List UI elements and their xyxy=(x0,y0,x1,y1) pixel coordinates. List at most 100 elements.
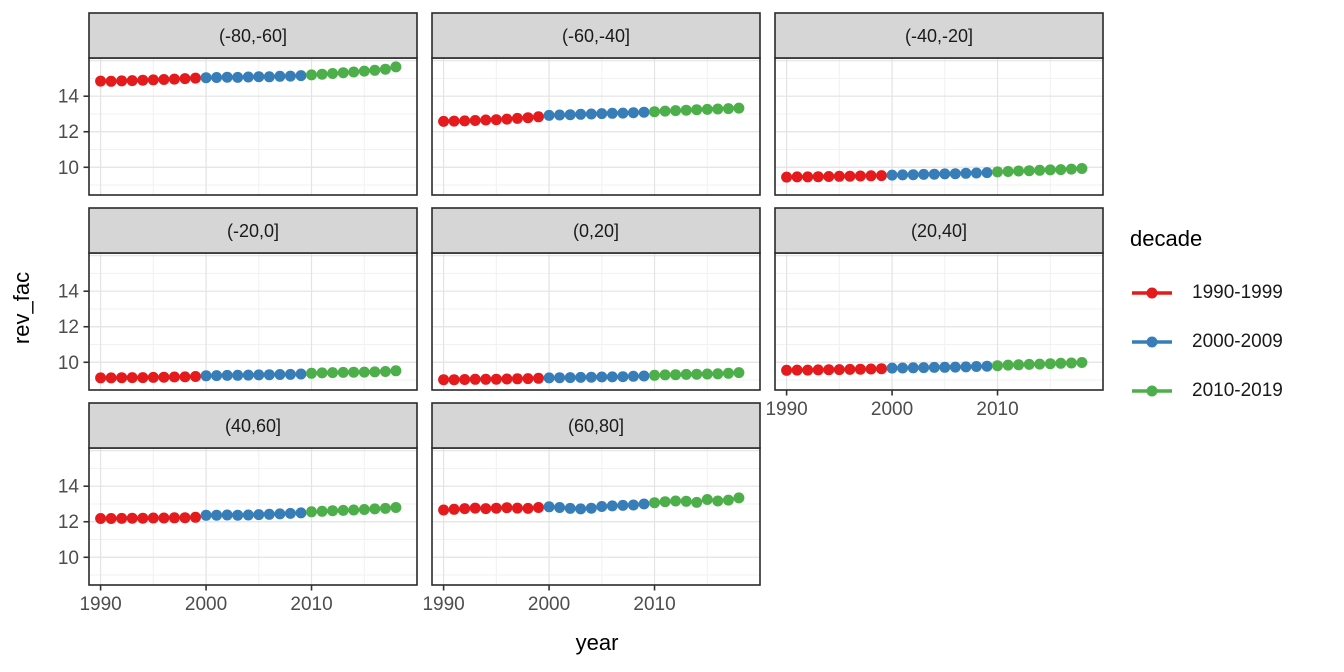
data-point-1990-1999 xyxy=(95,513,107,524)
data-point-2000-2009 xyxy=(221,369,233,381)
data-point-2010-2019 xyxy=(733,492,745,504)
data-point-1990-1999 xyxy=(511,112,523,124)
facet-strip-label: (-20,0] xyxy=(227,221,279,241)
data-point-1990-1999 xyxy=(105,513,117,524)
data-point-2010-2019 xyxy=(306,367,317,379)
data-point-2000-2009 xyxy=(263,71,275,83)
y-tick-label: 14 xyxy=(58,477,80,498)
data-point-1990-1999 xyxy=(522,502,534,514)
data-point-2000-2009 xyxy=(284,368,296,380)
data-point-2000-2009 xyxy=(606,107,618,119)
facet-(-20,0]: (-20,0] 10 12 14 xyxy=(58,207,418,391)
data-point-1990-1999 xyxy=(480,114,492,126)
data-point-1990-1999 xyxy=(781,364,793,376)
data-point-2000-2009 xyxy=(928,361,940,373)
data-point-1990-1999 xyxy=(190,72,201,84)
data-point-2010-2019 xyxy=(369,64,381,76)
facet-strip xyxy=(431,12,761,59)
data-point-2000-2009 xyxy=(960,361,972,373)
data-point-1990-1999 xyxy=(126,75,138,87)
data-point-1990-1999 xyxy=(469,115,481,126)
data-point-2010-2019 xyxy=(327,68,339,79)
x-tick-label: 1990 xyxy=(422,594,464,615)
data-point-2000-2009 xyxy=(564,502,576,514)
data-point-2000-2009 xyxy=(564,109,576,121)
data-point-2000-2009 xyxy=(274,369,286,380)
data-point-2010-2019 xyxy=(1076,357,1088,368)
data-point-2010-2019 xyxy=(733,102,745,114)
data-point-1990-1999 xyxy=(490,502,502,514)
data-point-2000-2009 xyxy=(596,371,608,383)
data-point-1990-1999 xyxy=(876,363,887,375)
data-point-1990-1999 xyxy=(844,170,856,182)
data-point-2000-2009 xyxy=(585,108,597,120)
data-point-2010-2019 xyxy=(1034,358,1046,370)
data-point-2010-2019 xyxy=(358,65,370,77)
data-point-2000-2009 xyxy=(939,168,951,180)
data-point-2010-2019 xyxy=(316,367,328,379)
data-point-2000-2009 xyxy=(295,368,307,380)
data-point-2000-2009 xyxy=(253,71,265,83)
legend-entries: 1990-1999 2000-2009 2010-2019 xyxy=(1130,282,1340,402)
data-point-2010-2019 xyxy=(1065,357,1077,369)
facet-(40,60]: (40,60] 10 12 14 1990 2000 2010 xyxy=(58,402,418,615)
data-point-2010-2019 xyxy=(659,496,671,508)
data-point-2000-2009 xyxy=(284,507,296,519)
x-tick-label: 2000 xyxy=(528,594,570,615)
data-point-1990-1999 xyxy=(833,364,845,376)
data-point-2000-2009 xyxy=(211,72,223,83)
data-point-2010-2019 xyxy=(722,367,734,379)
data-point-2010-2019 xyxy=(1034,164,1046,176)
legend-entry-label: 2000-2009 xyxy=(1192,331,1283,352)
data-point-2010-2019 xyxy=(1013,165,1025,177)
facet-strip xyxy=(88,207,418,254)
data-point-1990-1999 xyxy=(511,502,523,514)
data-point-2010-2019 xyxy=(327,505,339,517)
legend-key-icon xyxy=(1132,336,1172,348)
data-point-1990-1999 xyxy=(438,504,450,516)
data-point-2010-2019 xyxy=(379,63,391,75)
data-point-2000-2009 xyxy=(638,498,650,510)
data-point-2000-2009 xyxy=(575,503,587,515)
facet-strip xyxy=(774,207,1104,254)
data-point-2000-2009 xyxy=(242,71,254,83)
data-point-2010-2019 xyxy=(1013,359,1025,371)
data-point-2010-2019 xyxy=(680,104,692,116)
data-point-2000-2009 xyxy=(253,509,265,521)
data-point-1990-1999 xyxy=(168,371,180,383)
data-point-1990-1999 xyxy=(147,512,159,524)
data-point-2000-2009 xyxy=(242,509,254,521)
data-point-2010-2019 xyxy=(337,504,349,516)
data-point-2010-2019 xyxy=(379,502,391,514)
data-point-2000-2009 xyxy=(606,500,618,512)
data-point-1990-1999 xyxy=(533,372,544,384)
data-point-2000-2009 xyxy=(907,362,919,374)
data-point-1990-1999 xyxy=(179,512,191,524)
data-point-2000-2009 xyxy=(886,169,898,181)
data-point-2010-2019 xyxy=(1055,357,1067,369)
data-point-2000-2009 xyxy=(554,109,566,121)
data-point-2010-2019 xyxy=(649,369,660,381)
data-point-2000-2009 xyxy=(596,501,608,512)
data-point-1990-1999 xyxy=(854,363,866,375)
data-point-2000-2009 xyxy=(617,499,629,511)
x-tick-label: 2000 xyxy=(185,594,227,615)
data-point-1990-1999 xyxy=(158,371,170,383)
data-point-1990-1999 xyxy=(158,512,170,524)
data-point-1990-1999 xyxy=(95,372,107,384)
data-point-2010-2019 xyxy=(670,369,682,381)
data-point-2010-2019 xyxy=(649,106,660,118)
data-point-2010-2019 xyxy=(670,105,682,117)
data-point-1990-1999 xyxy=(190,511,201,523)
data-point-2000-2009 xyxy=(949,361,961,373)
data-point-1990-1999 xyxy=(105,372,117,384)
data-point-1990-1999 xyxy=(511,373,523,385)
x-tick-label: 2000 xyxy=(871,399,913,420)
facet-strip-label: (-60,-40] xyxy=(562,26,630,46)
data-point-1990-1999 xyxy=(448,503,460,515)
y-tick-label: 12 xyxy=(58,317,79,338)
y-tick-label: 10 xyxy=(58,158,79,179)
data-point-1990-1999 xyxy=(501,502,513,514)
x-axis-title: year xyxy=(575,630,619,655)
